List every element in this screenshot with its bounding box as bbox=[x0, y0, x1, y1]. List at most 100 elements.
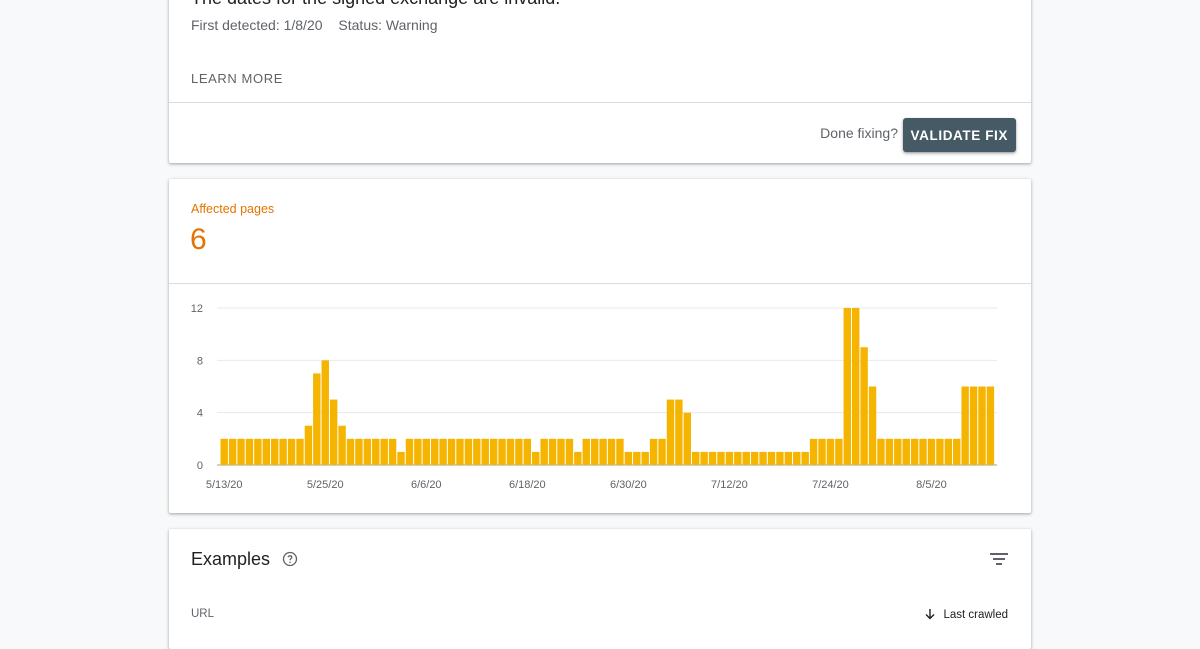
chart-bar[interactable] bbox=[776, 451, 784, 465]
chart-bar[interactable] bbox=[919, 438, 927, 465]
chart-bar[interactable] bbox=[750, 451, 759, 465]
chart-bar[interactable] bbox=[506, 438, 515, 465]
chart-bar[interactable] bbox=[624, 451, 633, 465]
chart-bar[interactable] bbox=[338, 425, 346, 465]
chart-bar[interactable] bbox=[969, 386, 978, 466]
chart-bar[interactable] bbox=[489, 438, 498, 465]
chart-bar[interactable] bbox=[818, 438, 826, 465]
chart-bar[interactable] bbox=[717, 451, 725, 465]
chart-bar[interactable] bbox=[565, 438, 574, 465]
chart-bar[interactable] bbox=[582, 438, 590, 465]
chart-bar[interactable] bbox=[961, 386, 969, 466]
chart-bar[interactable] bbox=[927, 438, 936, 465]
chart-bar[interactable] bbox=[978, 386, 986, 466]
chart-bar[interactable] bbox=[801, 451, 809, 465]
chart-bar[interactable] bbox=[700, 451, 708, 465]
chart-bar[interactable] bbox=[759, 451, 767, 465]
chart-bar[interactable] bbox=[557, 438, 565, 465]
chart-bar[interactable] bbox=[944, 438, 953, 465]
chart-bar[interactable] bbox=[885, 438, 894, 465]
chart-bar[interactable] bbox=[313, 373, 321, 465]
chart-bar[interactable] bbox=[532, 451, 540, 465]
chart-bar[interactable] bbox=[649, 438, 658, 465]
chart-bar[interactable] bbox=[599, 438, 607, 465]
chart-bar[interactable] bbox=[734, 451, 742, 465]
validate-fix-button[interactable]: VALIDATE FIX bbox=[902, 118, 1016, 152]
chart-bar[interactable] bbox=[523, 438, 532, 465]
help-circle-icon[interactable] bbox=[282, 551, 298, 567]
chart-bar[interactable] bbox=[784, 451, 793, 465]
chart-bar[interactable] bbox=[237, 438, 245, 465]
chart-bar[interactable] bbox=[296, 438, 304, 465]
chart-bar[interactable] bbox=[826, 438, 835, 465]
chart-bar[interactable] bbox=[228, 438, 237, 465]
chart-bar[interactable] bbox=[793, 451, 801, 465]
chart-bar[interactable] bbox=[894, 438, 902, 465]
chart-bar[interactable] bbox=[986, 386, 995, 466]
chart-bar[interactable] bbox=[271, 438, 279, 465]
chart-bar[interactable] bbox=[936, 438, 944, 465]
chart-bar[interactable] bbox=[666, 399, 675, 465]
chart-bar[interactable] bbox=[321, 360, 329, 465]
chart-bar[interactable] bbox=[405, 438, 414, 465]
chart-bar[interactable] bbox=[220, 438, 228, 465]
chart-bar[interactable] bbox=[439, 438, 447, 465]
learn-more-link[interactable]: LEARN MORE bbox=[191, 71, 283, 86]
filter-icon[interactable] bbox=[989, 549, 1009, 569]
y-tick-label: 12 bbox=[191, 303, 203, 315]
chart-bar[interactable] bbox=[447, 438, 456, 465]
chart-bar[interactable] bbox=[245, 438, 254, 465]
chart-bar[interactable] bbox=[860, 347, 868, 465]
chart-bar[interactable] bbox=[262, 438, 270, 465]
chart-bar[interactable] bbox=[372, 438, 380, 465]
chart-bar[interactable] bbox=[852, 308, 860, 465]
chart-bar[interactable] bbox=[843, 308, 851, 465]
chart-bar[interactable] bbox=[397, 451, 405, 465]
chart-bar[interactable] bbox=[548, 438, 557, 465]
chart-bar[interactable] bbox=[835, 438, 843, 465]
chart-bar[interactable] bbox=[767, 451, 776, 465]
chart-bar[interactable] bbox=[683, 412, 691, 465]
chart-bar[interactable] bbox=[456, 438, 464, 465]
chart-bar[interactable] bbox=[607, 438, 616, 465]
chart-bar[interactable] bbox=[742, 451, 750, 465]
chart-bar[interactable] bbox=[422, 438, 430, 465]
chart-bar[interactable] bbox=[590, 438, 599, 465]
chart-bar[interactable] bbox=[498, 438, 506, 465]
chart-bar[interactable] bbox=[346, 438, 355, 465]
chart-bar[interactable] bbox=[473, 438, 481, 465]
divider bbox=[169, 102, 1031, 103]
chart-bar[interactable] bbox=[481, 438, 489, 465]
chart-bar[interactable] bbox=[254, 438, 262, 465]
chart-bar[interactable] bbox=[902, 438, 910, 465]
chart-bar[interactable] bbox=[431, 438, 439, 465]
chart-bar[interactable] bbox=[287, 438, 296, 465]
chart-bar[interactable] bbox=[540, 438, 548, 465]
chart-bar[interactable] bbox=[953, 438, 961, 465]
chart-bar[interactable] bbox=[464, 438, 473, 465]
chart-bar[interactable] bbox=[515, 438, 523, 465]
chart-bar[interactable] bbox=[279, 438, 287, 465]
chart-bar[interactable] bbox=[910, 438, 919, 465]
chart-bar[interactable] bbox=[675, 399, 683, 465]
chart-bar[interactable] bbox=[708, 451, 717, 465]
chart-bar[interactable] bbox=[658, 438, 666, 465]
chart-bar[interactable] bbox=[329, 399, 338, 465]
chart-bar[interactable] bbox=[809, 438, 818, 465]
chart-bar[interactable] bbox=[304, 425, 313, 465]
chart-bar[interactable] bbox=[725, 451, 734, 465]
chart-bar[interactable] bbox=[380, 438, 388, 465]
column-header-url[interactable]: URL bbox=[191, 608, 215, 620]
chart-bar[interactable] bbox=[877, 438, 885, 465]
chart-bar[interactable] bbox=[363, 438, 372, 465]
column-header-last-crawled[interactable]: Last crawled bbox=[924, 608, 1008, 621]
chart-bar[interactable] bbox=[574, 451, 582, 465]
chart-bar[interactable] bbox=[414, 438, 422, 465]
chart-bar[interactable] bbox=[692, 451, 700, 465]
chart-bar[interactable] bbox=[616, 438, 624, 465]
chart-bar[interactable] bbox=[633, 451, 641, 465]
chart-bar[interactable] bbox=[355, 438, 363, 465]
chart-bar[interactable] bbox=[388, 438, 397, 465]
chart-bar[interactable] bbox=[868, 386, 877, 466]
chart-bar[interactable] bbox=[641, 451, 649, 465]
